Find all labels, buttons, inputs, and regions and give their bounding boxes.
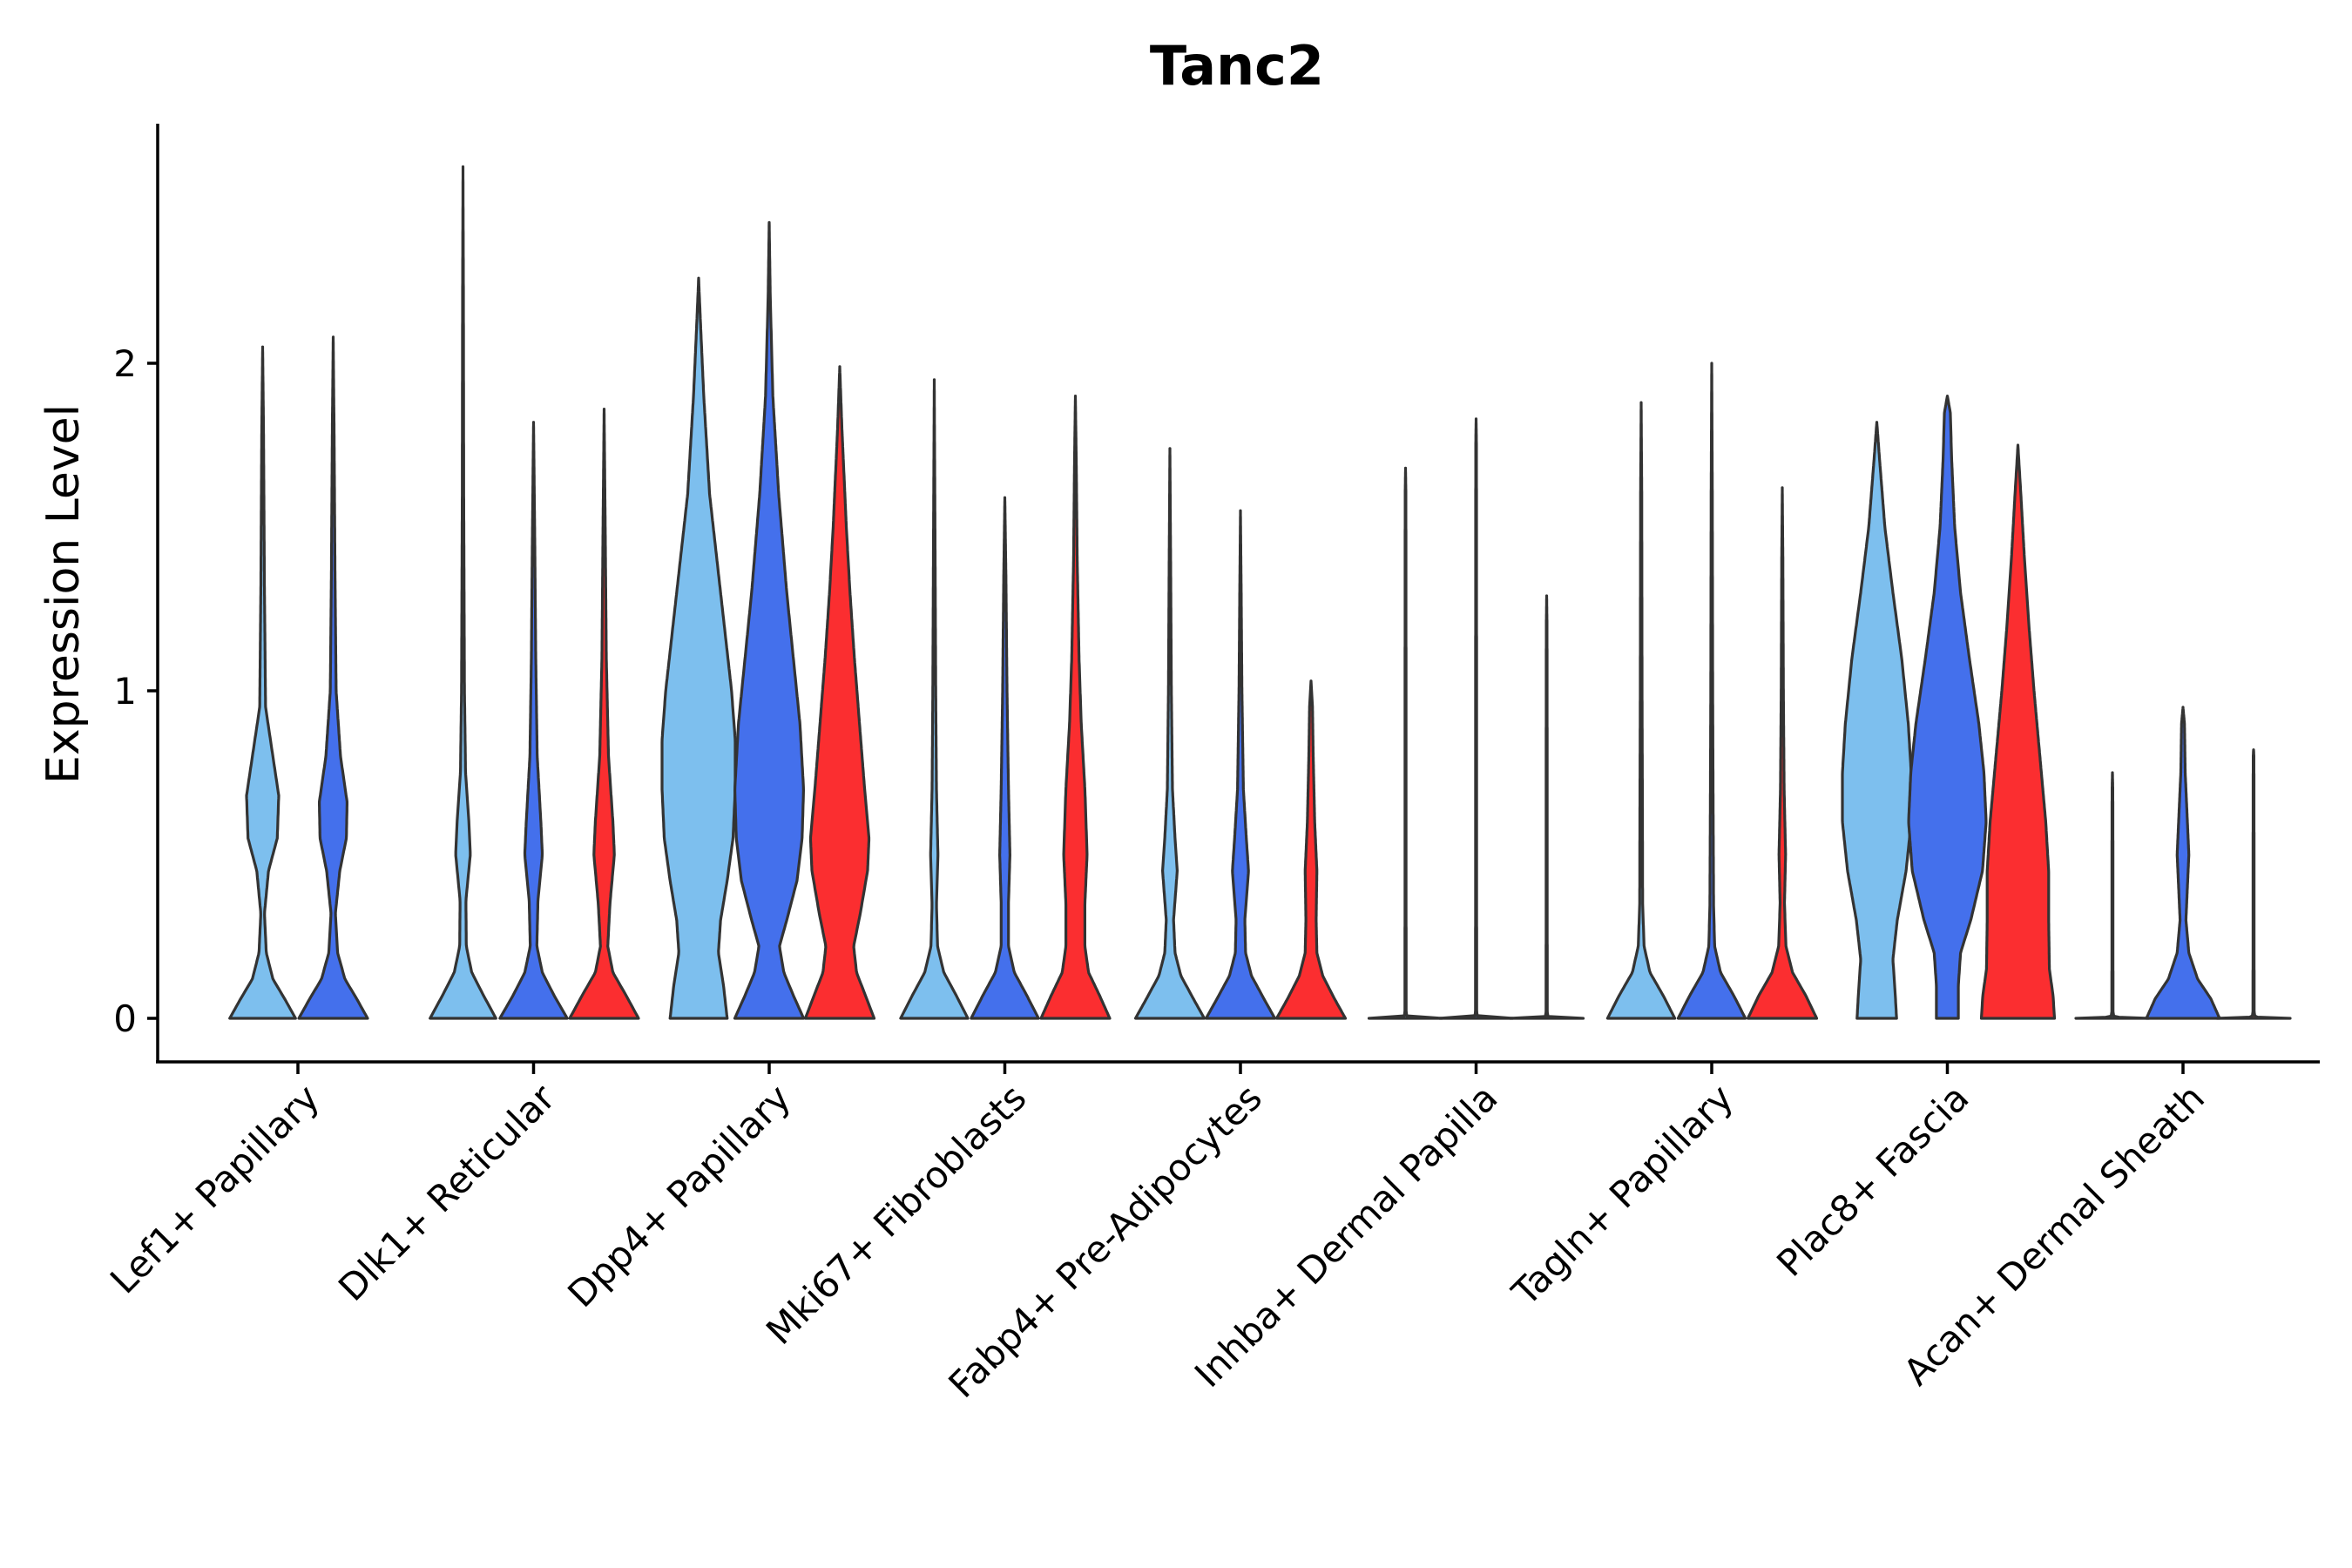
x-tick-label: Dpp4+ Papillary	[559, 1076, 799, 1315]
violin-8-2	[1907, 395, 1988, 1020]
x-tick-label: Mki67+ Fibroblasts	[758, 1076, 1034, 1352]
violin-8-3	[1979, 443, 2057, 1020]
y-tick-label: 0	[113, 997, 137, 1040]
violin-2-3	[568, 408, 640, 1020]
y-ticks: 0 1 2	[113, 342, 158, 1040]
violin-6-3	[1508, 594, 1585, 1020]
violin-4-2	[970, 496, 1040, 1020]
violin-2-1	[429, 165, 497, 1020]
violin-5-2	[1204, 509, 1277, 1020]
violin-9-2	[2145, 706, 2221, 1020]
x-tick-label: Plac8+ Fascia	[1768, 1076, 1977, 1284]
x-tick-label: Dlk1+ Reticular	[330, 1076, 564, 1309]
violin-1-2	[297, 335, 369, 1020]
y-axis-label: Expression Level	[37, 404, 90, 784]
violin-6-1	[1367, 466, 1444, 1020]
violin-4-3	[1039, 395, 1112, 1020]
violin-2-2	[498, 421, 569, 1020]
violin-8-1	[1841, 421, 1913, 1020]
violin-7-2	[1676, 362, 1747, 1020]
violin-5-3	[1274, 679, 1348, 1020]
violin-3-3	[803, 365, 876, 1020]
violin-7-3	[1746, 486, 1819, 1020]
violins-layer	[228, 165, 2292, 1020]
violin-9-1	[2074, 771, 2151, 1020]
violin-6-2	[1437, 417, 1515, 1020]
y-tick-label: 2	[113, 342, 137, 385]
violin-3-1	[660, 276, 737, 1020]
violin-3-2	[733, 220, 806, 1020]
violin-7-1	[1605, 401, 1677, 1020]
violin-5-1	[1133, 447, 1206, 1020]
y-tick-label: 1	[113, 670, 137, 713]
x-tick-label: Tagln+ Papillary	[1504, 1076, 1741, 1314]
chart-title: Tanc2	[1150, 34, 1324, 98]
x-tick-label: Lef1+ Papillary	[102, 1076, 328, 1301]
violin-4-1	[899, 378, 970, 1020]
violin-1-1	[228, 345, 297, 1020]
violin-9-3	[2215, 748, 2292, 1020]
